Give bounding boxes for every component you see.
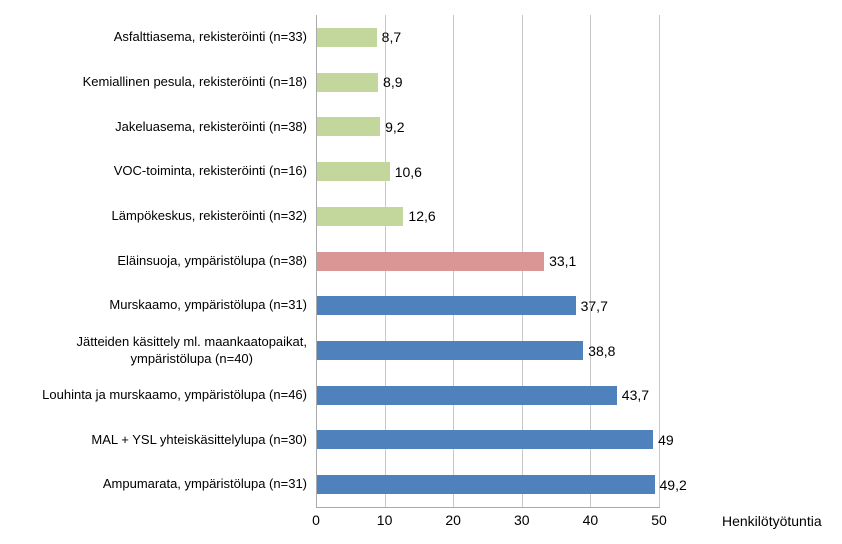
bar-row: 8,9	[317, 60, 660, 105]
bar-row: 38,8	[317, 328, 660, 373]
category-label: Lämpökeskus, rekisteröinti (n=32)	[0, 194, 307, 239]
value-label: 49	[658, 431, 674, 448]
bar-blue	[317, 341, 584, 360]
value-label: 9,2	[385, 118, 405, 135]
category-label: Asfalttiasema, rekisteröinti (n=33)	[0, 15, 307, 60]
bar-blue	[317, 385, 617, 405]
category-label: Murskaamo, ympäristölupa (n=31)	[0, 283, 307, 328]
value-label: 37,7	[580, 297, 608, 314]
bar-red	[317, 251, 545, 271]
category-label-text: Ampumarata, ympäristölupa (n=31)	[102, 476, 307, 492]
bar-blue	[317, 430, 654, 450]
category-label: Kemiallinen pesula, rekisteröinti (n=18)	[0, 60, 307, 105]
bar-row: 43,7	[317, 373, 660, 418]
bar-row: 49,2	[317, 462, 687, 507]
category-label-text: Louhinta ja murskaamo, ympäristölupa (n=…	[42, 386, 307, 402]
bar-row: 37,7	[317, 283, 660, 328]
category-label: Jätteiden käsittely ml. maankaatopaikat,…	[0, 328, 307, 373]
category-label: Louhinta ja murskaamo, ympäristölupa (n=…	[0, 373, 307, 418]
bar-blue	[317, 296, 576, 316]
value-label: 38,8	[588, 342, 616, 359]
x-tick-label: 0	[312, 512, 320, 528]
bar-green	[317, 72, 379, 92]
value-label: 33,1	[549, 253, 577, 270]
category-label-text: Eläinsuoja, ympäristölupa (n=38)	[117, 252, 307, 268]
category-label: VOC-toiminta, rekisteröinti (n=16)	[0, 149, 307, 194]
category-label-text: VOC-toiminta, rekisteröinti (n=16)	[113, 163, 307, 179]
value-label: 12,6	[408, 208, 436, 225]
category-label-text: Jätteiden käsittely ml. maankaatopaikat,…	[76, 333, 307, 366]
value-label: 8,7	[381, 29, 402, 46]
category-label-text: Murskaamo, ympäristölupa (n=31)	[109, 297, 307, 313]
x-axis-tick-labels: 0 10 20 30 40 50	[312, 512, 667, 532]
gridline	[659, 15, 660, 507]
category-label-text: Jakeluasema, rekisteröinti (n=38)	[115, 118, 307, 134]
bar-green	[317, 117, 381, 137]
category-label-text: Lämpökeskus, rekisteröinti (n=32)	[111, 207, 307, 223]
bar-row: 10,6	[317, 149, 660, 194]
category-label: Ampumarata, ympäristölupa (n=31)	[0, 462, 307, 507]
plot-area: 8,7 8,9 9,2 10,6 12,6 33,1 37,7 38,8 43,7 49 49,2	[316, 15, 687, 508]
x-tick-label: 40	[582, 512, 599, 528]
category-label-text: MAL + YSL yhteiskäsittelylupa (n=30)	[91, 431, 307, 447]
bar-row: 33,1	[317, 239, 660, 284]
category-label-text: Kemiallinen pesula, rekisteröinti (n=18)	[82, 73, 307, 89]
value-label: 49,2	[659, 476, 687, 493]
category-label: Eläinsuoja, ympäristölupa (n=38)	[0, 239, 307, 284]
bar-row: 12,6	[317, 194, 660, 239]
bar-row: 9,2	[317, 104, 660, 149]
category-label-text: Asfalttiasema, rekisteröinti (n=33)	[113, 29, 307, 45]
bar-green	[317, 162, 390, 182]
value-label: 43,7	[621, 387, 650, 404]
bar-blue	[317, 475, 655, 495]
category-label: MAL + YSL yhteiskäsittelylupa (n=30)	[0, 418, 307, 463]
bar-row: 49	[317, 418, 674, 463]
bar-green	[317, 27, 377, 47]
x-tick-label: 50	[651, 512, 667, 528]
category-label: Jakeluasema, rekisteröinti (n=38)	[0, 104, 307, 149]
value-label: 10,6	[394, 163, 422, 180]
bar-green	[317, 206, 404, 226]
bar-row: 8,7	[317, 15, 660, 60]
category-axis-labels: Asfalttiasema, rekisteröinti (n=33) Kemia…	[0, 15, 307, 507]
bars-container: 8,7 8,9 9,2 10,6 12,6 33,1 37,7 38,8 43,7 49 49,2	[317, 15, 687, 507]
x-tick-label: 10	[376, 512, 393, 528]
gridline	[590, 15, 592, 507]
x-tick-label: 20	[445, 512, 461, 528]
x-axis-title: Henkilötyötuntia	[722, 513, 822, 529]
value-label: 8,9	[383, 74, 403, 91]
x-tick-label: 30	[514, 512, 530, 528]
